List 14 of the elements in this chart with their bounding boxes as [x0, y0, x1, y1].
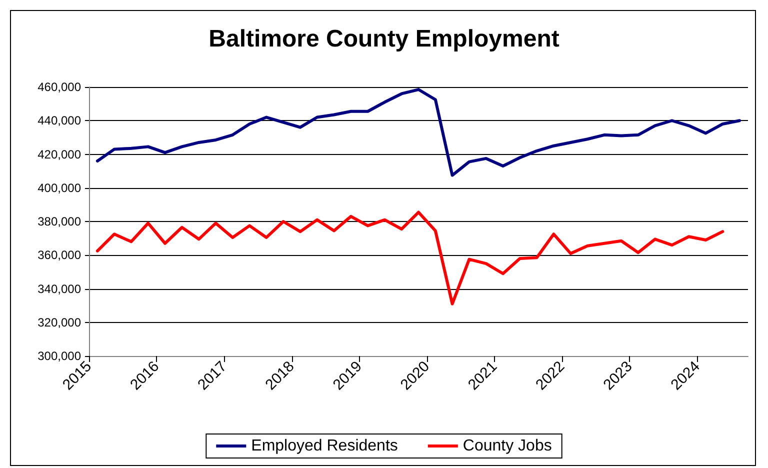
y-tick-label: 320,000 — [38, 315, 82, 330]
y-tick-label: 340,000 — [38, 282, 82, 296]
chart-title: Baltimore County Employment — [208, 26, 560, 52]
y-tick-label: 380,000 — [38, 214, 82, 228]
legend-label: Employed Residents — [251, 438, 398, 454]
y-tick-label: 420,000 — [38, 147, 82, 162]
y-tick-label: 400,000 — [38, 180, 82, 195]
y-tick-label: 460,000 — [38, 80, 82, 94]
line-series — [96, 210, 724, 306]
line-series — [96, 88, 742, 177]
y-tick-label: 300,000 — [38, 349, 82, 363]
y-tick-label: 360,000 — [38, 248, 82, 262]
legend-label: County Jobs — [462, 438, 552, 454]
y-tick-label: 440,000 — [38, 114, 82, 128]
